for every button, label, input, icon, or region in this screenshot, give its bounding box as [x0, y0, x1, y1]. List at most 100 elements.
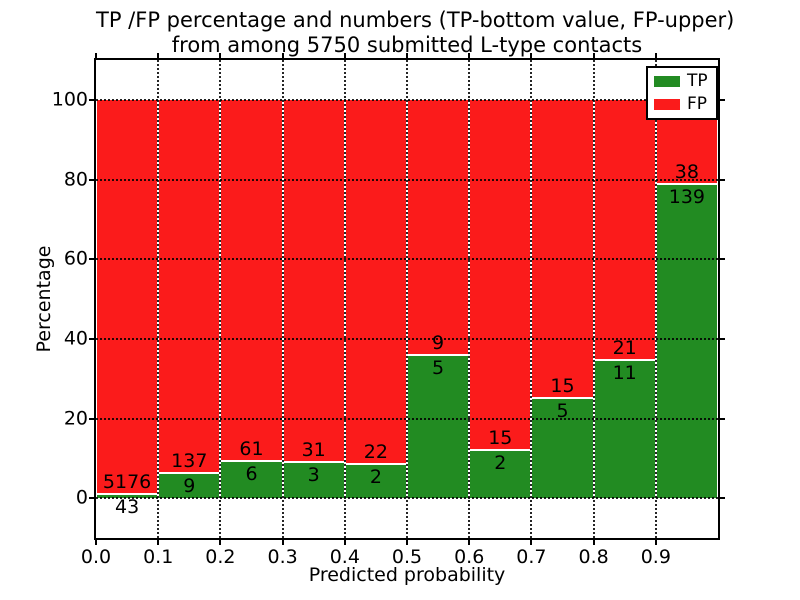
y-tick-left: [89, 497, 94, 500]
y-tick-right: [720, 98, 725, 101]
v-gridline: [281, 60, 284, 538]
x-tick-bottom: [95, 540, 97, 545]
y-tick-right: [720, 258, 725, 261]
bar-tp-segment: [469, 451, 532, 499]
chart-title: TP /FP percentage and numbers (TP-bottom…: [96, 8, 735, 58]
y-tick-right: [720, 337, 725, 340]
bar-fp-segment: [531, 99, 594, 399]
x-tick-top: [157, 53, 160, 58]
y-tick-label: 80: [63, 168, 88, 191]
x-tick-bottom: [654, 540, 657, 545]
bar-fp-segment: [96, 99, 159, 495]
x-axis-title: Predicted probability: [308, 564, 506, 586]
tp-count-annotation: 2: [494, 452, 507, 475]
bar-fp-segment: [593, 99, 656, 362]
tp-count-annotation: 6: [245, 463, 258, 486]
legend-item-fp: FP: [654, 96, 710, 113]
x-tick-top: [530, 53, 533, 58]
bar-tp-segment: [220, 462, 283, 499]
x-tick-top: [343, 53, 346, 58]
chart-title-line2: from among 5750 submitted L-type contact…: [171, 33, 643, 57]
bar-tp-segment: [593, 361, 656, 499]
bar-fp-segment: [220, 99, 283, 463]
v-gridline: [406, 60, 408, 538]
x-tick-label: 0.7: [516, 546, 547, 568]
y-tick-label: 100: [51, 88, 88, 111]
v-gridline: [468, 60, 471, 538]
plot-area: 5176 43 137 9 61 6 31 3 22 2 9 5 15 2 15 5 21 11 38 139: [96, 60, 718, 538]
y-tick-left: [89, 337, 94, 340]
y-tick-label: 40: [63, 327, 88, 350]
legend: TP FP: [646, 66, 718, 120]
fp-swatch-icon: [654, 99, 680, 110]
fp-count-annotation: 5176: [102, 470, 152, 493]
fp-count-annotation: 9: [432, 331, 445, 354]
x-tick-top: [592, 53, 595, 58]
fp-count-annotation: 31: [301, 439, 326, 462]
bar-fp-segment: [469, 99, 532, 452]
x-tick-label: 0.1: [143, 546, 174, 568]
tp-count-annotation: 2: [369, 465, 382, 488]
y-tick-left: [89, 98, 94, 101]
y-tick-label: 60: [63, 247, 88, 270]
bar-fp-segment: [282, 99, 345, 463]
x-tick-label: 0.5: [391, 546, 423, 568]
y-tick-label: 0: [75, 486, 88, 509]
v-gridline: [654, 60, 657, 538]
x-tick-label: 0.2: [205, 546, 236, 568]
v-gridline: [343, 60, 346, 538]
x-tick-label: 0.3: [267, 546, 298, 568]
y-tick-right: [720, 417, 725, 420]
x-tick-bottom: [157, 540, 160, 545]
v-gridline: [530, 60, 533, 538]
x-tick-bottom: [468, 540, 471, 545]
tp-count-annotation: 3: [307, 464, 320, 487]
v-gridline: [592, 60, 595, 538]
tp-swatch-icon: [654, 76, 680, 87]
x-tick-top: [281, 53, 284, 58]
x-tick-bottom: [530, 540, 533, 545]
bar-tp-segment: [282, 463, 345, 499]
fp-count-annotation: 22: [363, 440, 388, 463]
x-tick-label: 0.4: [329, 546, 360, 568]
tp-count-annotation: 11: [612, 362, 637, 385]
bar-fp-segment: [344, 99, 407, 465]
fp-count-annotation: 137: [171, 449, 208, 472]
legend-label-fp: FP: [687, 94, 708, 114]
chart-title-line1: TP /FP percentage and numbers (TP-bottom…: [96, 8, 735, 32]
x-tick-top: [654, 53, 657, 58]
x-tick-top: [219, 53, 222, 58]
tp-count-annotation: 5: [432, 356, 445, 379]
y-tick-left: [89, 178, 94, 181]
fp-count-annotation: 15: [550, 374, 575, 397]
y-tick-label: 20: [63, 407, 88, 430]
x-tick-bottom: [343, 540, 346, 545]
x-tick-label: 0.9: [640, 546, 671, 568]
bar-fp-segment: [407, 99, 470, 356]
x-tick-bottom: [406, 540, 408, 545]
fp-count-annotation: 38: [674, 161, 699, 184]
x-tick-bottom: [219, 540, 222, 545]
y-axis-title: Percentage: [33, 245, 55, 353]
tp-count-annotation: 5: [556, 399, 569, 422]
x-tick-label: 0.0: [80, 546, 112, 568]
y-tick-left: [89, 258, 94, 261]
x-tick-bottom: [281, 540, 284, 545]
tp-count-annotation: 139: [668, 186, 706, 209]
y-tick-left: [89, 417, 94, 420]
x-tick-bottom: [592, 540, 595, 545]
x-tick-label: 0.8: [578, 546, 609, 568]
tp-count-annotation: 9: [183, 474, 196, 497]
fp-count-annotation: 21: [612, 337, 637, 360]
tp-count-annotation: 43: [115, 495, 140, 518]
fp-count-annotation: 15: [488, 427, 513, 450]
y-tick-right: [720, 178, 725, 181]
x-tick-label: 0.6: [454, 546, 485, 568]
bar-tp-segment: [344, 464, 407, 499]
x-tick-top: [468, 53, 471, 58]
y-tick-right: [720, 497, 725, 500]
x-tick-top: [406, 53, 408, 58]
v-gridline: [157, 60, 160, 538]
fp-count-annotation: 61: [239, 438, 264, 461]
